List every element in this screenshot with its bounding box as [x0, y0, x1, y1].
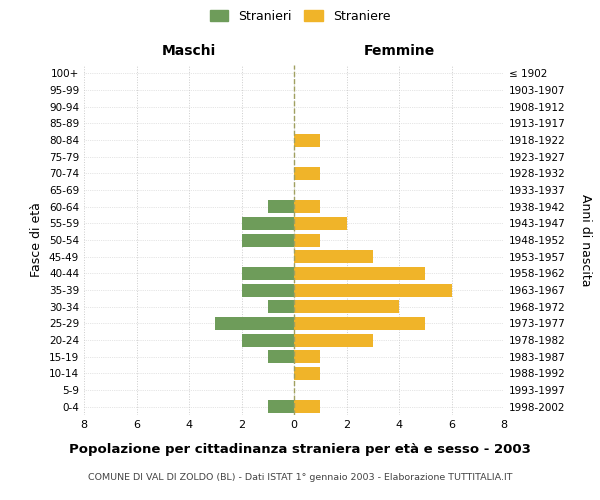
Bar	[294, 300, 399, 313]
Bar	[215, 317, 294, 330]
Legend: Stranieri, Straniere: Stranieri, Straniere	[206, 6, 394, 26]
Bar	[268, 300, 294, 313]
Bar	[294, 250, 373, 263]
Bar	[294, 317, 425, 330]
Bar	[241, 217, 294, 230]
Y-axis label: Anni di nascita: Anni di nascita	[580, 194, 593, 286]
Bar	[241, 284, 294, 296]
Bar	[241, 234, 294, 246]
Bar	[241, 334, 294, 346]
Y-axis label: Fasce di età: Fasce di età	[31, 202, 43, 278]
Bar	[268, 350, 294, 363]
Bar	[294, 234, 320, 246]
Bar	[294, 267, 425, 280]
Bar	[268, 200, 294, 213]
Bar	[294, 400, 320, 413]
Bar	[294, 334, 373, 346]
Bar	[294, 134, 320, 146]
Text: Maschi: Maschi	[162, 44, 216, 58]
Bar	[294, 350, 320, 363]
Text: Popolazione per cittadinanza straniera per età e sesso - 2003: Popolazione per cittadinanza straniera p…	[69, 442, 531, 456]
Bar	[268, 400, 294, 413]
Text: Femmine: Femmine	[364, 44, 434, 58]
Bar	[294, 200, 320, 213]
Bar	[294, 167, 320, 180]
Bar	[294, 367, 320, 380]
Bar	[294, 284, 452, 296]
Bar	[294, 217, 347, 230]
Bar	[241, 267, 294, 280]
Text: COMUNE DI VAL DI ZOLDO (BL) - Dati ISTAT 1° gennaio 2003 - Elaborazione TUTTITAL: COMUNE DI VAL DI ZOLDO (BL) - Dati ISTAT…	[88, 472, 512, 482]
